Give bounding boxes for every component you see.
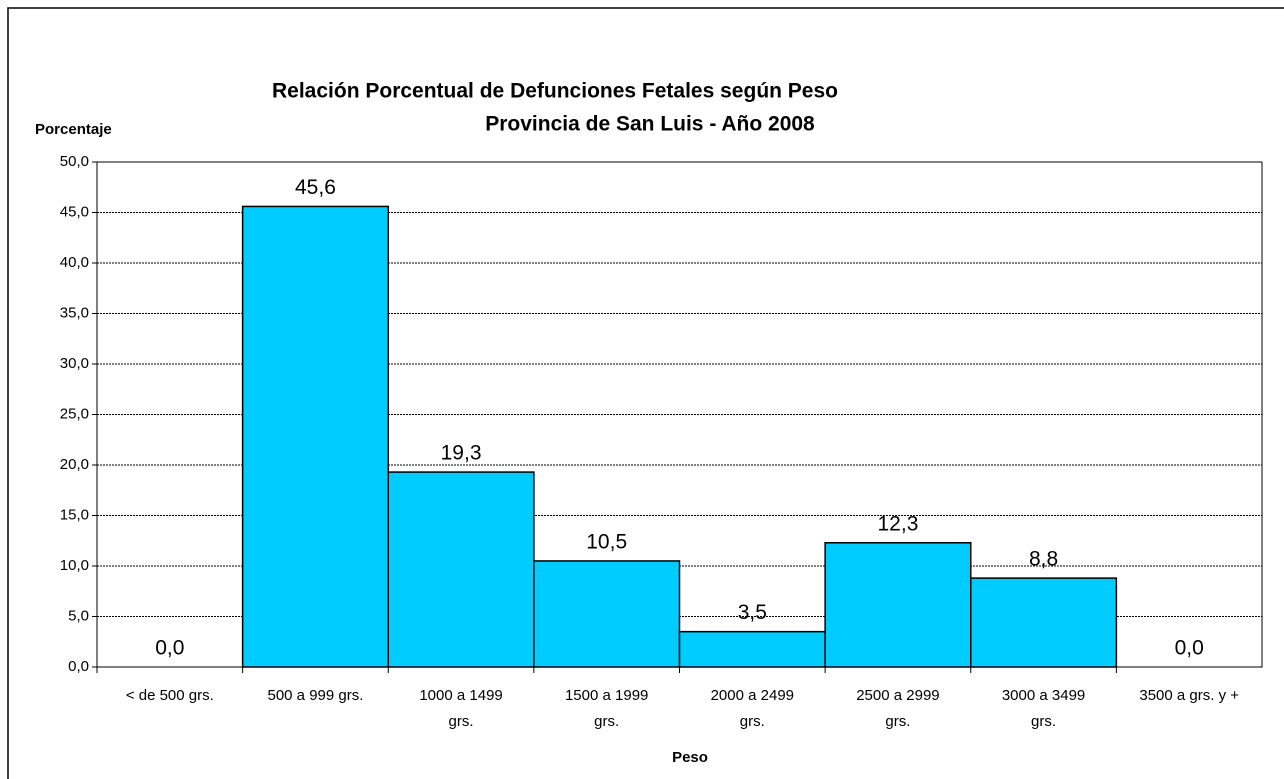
x-tick-label: 1000 a 1499 grs.	[419, 687, 503, 730]
value-label: 3,5	[738, 601, 767, 624]
y-axis-label: Porcentaje	[35, 121, 112, 138]
bar	[533, 560, 681, 668]
value-label: 19,3	[441, 442, 482, 465]
value-label: 0,0	[155, 637, 184, 660]
y-tick-label: 20,0	[60, 456, 89, 473]
y-tick-label: 40,0	[60, 254, 89, 271]
y-tick-label: 0,0	[68, 658, 89, 675]
value-label: 0,0	[1175, 637, 1204, 660]
y-tick-label: 10,0	[60, 557, 89, 574]
chart-title: Relación Porcentual de Defunciones Fetal…	[272, 80, 838, 103]
value-label: 45,6	[295, 176, 336, 199]
y-tick-label: 50,0	[60, 153, 89, 170]
y-tick-label: 15,0	[60, 506, 89, 523]
x-tick-label: 2000 a 2499 grs.	[710, 687, 795, 730]
chart-subtitle: Provincia de San Luis - Año 2008	[485, 113, 815, 136]
x-tick-label: 2500 a 2999 grs.	[856, 687, 940, 730]
value-label: 10,5	[586, 530, 627, 553]
x-tick-label: 3500 a grs. y +	[1139, 687, 1240, 704]
chart-frame	[7, 7, 1284, 779]
y-tick-label: 5,0	[68, 607, 89, 624]
bar	[387, 471, 535, 668]
y-tick-label: 35,0	[60, 304, 89, 321]
y-tick-label: 30,0	[60, 355, 89, 372]
bar	[824, 542, 972, 668]
bar	[970, 577, 1118, 668]
value-label: 8,8	[1029, 548, 1058, 571]
x-axis-label: Peso	[672, 749, 708, 766]
x-tick-label: 3000 a 3499 grs.	[1001, 687, 1086, 730]
bar	[678, 630, 826, 668]
y-tick-label: 45,0	[60, 203, 89, 220]
bar	[241, 205, 389, 668]
x-tick-label: < de 500 grs.	[125, 687, 214, 704]
value-label: 12,3	[878, 512, 919, 535]
x-tick-label: 500 a 999 grs.	[267, 687, 364, 704]
x-tick-label: 1500 a 1999 grs.	[564, 687, 649, 730]
y-tick-label: 25,0	[60, 405, 89, 422]
